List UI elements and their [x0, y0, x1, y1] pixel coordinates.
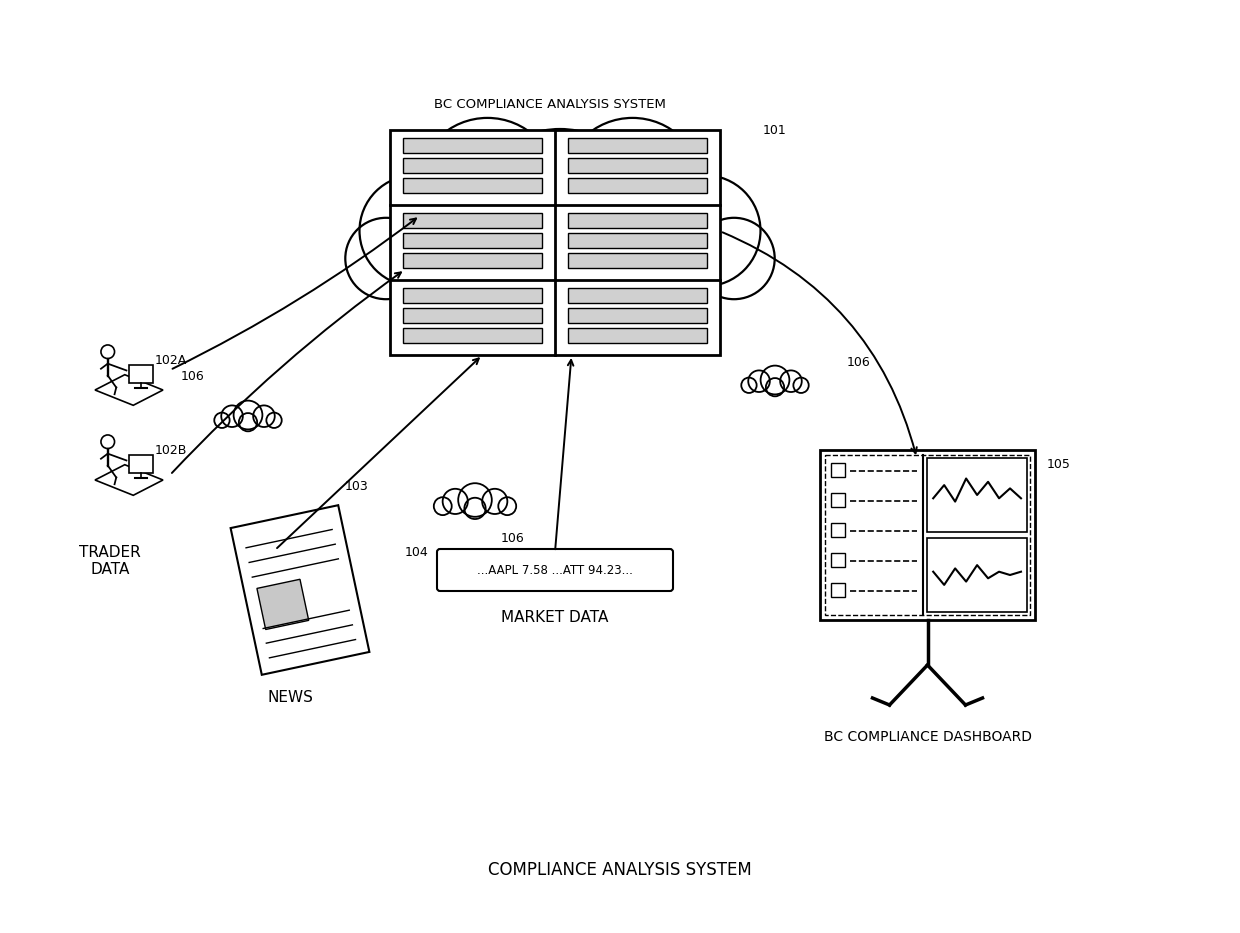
Text: 106: 106: [847, 355, 870, 369]
FancyBboxPatch shape: [568, 137, 707, 153]
Circle shape: [100, 435, 114, 449]
FancyBboxPatch shape: [568, 253, 707, 268]
Text: TRADER
DATA: TRADER DATA: [79, 545, 141, 578]
Circle shape: [693, 217, 775, 299]
Circle shape: [562, 118, 703, 258]
Circle shape: [253, 406, 275, 427]
Polygon shape: [95, 375, 162, 405]
Text: MARKET DATA: MARKET DATA: [501, 610, 609, 625]
FancyBboxPatch shape: [403, 308, 542, 323]
Circle shape: [414, 217, 532, 336]
FancyBboxPatch shape: [403, 232, 542, 248]
Circle shape: [345, 217, 427, 299]
FancyBboxPatch shape: [568, 327, 707, 343]
Circle shape: [650, 175, 760, 286]
FancyBboxPatch shape: [568, 158, 707, 173]
Ellipse shape: [444, 491, 506, 515]
Ellipse shape: [750, 372, 800, 393]
FancyBboxPatch shape: [391, 130, 720, 355]
FancyBboxPatch shape: [231, 505, 370, 675]
Circle shape: [471, 129, 649, 307]
Text: 103: 103: [345, 480, 368, 494]
FancyBboxPatch shape: [831, 583, 844, 597]
Text: 102A: 102A: [155, 354, 187, 367]
FancyBboxPatch shape: [568, 177, 707, 193]
Circle shape: [588, 217, 707, 336]
Circle shape: [434, 497, 451, 515]
FancyBboxPatch shape: [403, 158, 542, 173]
Circle shape: [239, 413, 257, 431]
Text: 104: 104: [404, 546, 428, 559]
Text: 106: 106: [181, 370, 205, 383]
Circle shape: [417, 118, 558, 258]
Text: 106: 106: [501, 532, 525, 545]
FancyBboxPatch shape: [403, 137, 542, 153]
FancyBboxPatch shape: [568, 308, 707, 323]
Text: 105: 105: [1047, 458, 1071, 471]
FancyBboxPatch shape: [403, 177, 542, 193]
Circle shape: [780, 370, 802, 392]
Circle shape: [267, 412, 281, 428]
Circle shape: [760, 366, 790, 395]
Circle shape: [464, 498, 486, 519]
Circle shape: [498, 497, 516, 515]
Circle shape: [360, 175, 470, 286]
Circle shape: [766, 378, 784, 397]
FancyBboxPatch shape: [436, 549, 673, 591]
Circle shape: [215, 412, 229, 428]
FancyBboxPatch shape: [831, 553, 844, 567]
FancyBboxPatch shape: [403, 213, 542, 228]
Circle shape: [794, 378, 808, 393]
Text: ...AAPL 7.58 ...ATT 94.23...: ...AAPL 7.58 ...ATT 94.23...: [477, 564, 632, 577]
Circle shape: [505, 225, 615, 336]
FancyBboxPatch shape: [831, 523, 844, 537]
FancyBboxPatch shape: [403, 327, 542, 343]
Ellipse shape: [357, 147, 763, 332]
Circle shape: [443, 489, 467, 514]
FancyBboxPatch shape: [129, 454, 153, 473]
Polygon shape: [95, 465, 162, 495]
Circle shape: [742, 378, 756, 393]
Circle shape: [748, 370, 770, 392]
Text: 102B: 102B: [155, 443, 187, 456]
Circle shape: [100, 345, 114, 358]
FancyBboxPatch shape: [568, 213, 707, 228]
FancyBboxPatch shape: [568, 232, 707, 248]
FancyBboxPatch shape: [568, 287, 707, 303]
Text: COMPLIANCE ANALYSIS SYSTEM: COMPLIANCE ANALYSIS SYSTEM: [489, 861, 751, 879]
FancyBboxPatch shape: [820, 450, 1035, 620]
FancyBboxPatch shape: [928, 458, 1027, 532]
Text: 101: 101: [763, 123, 786, 136]
FancyBboxPatch shape: [831, 493, 844, 507]
FancyBboxPatch shape: [257, 579, 309, 630]
Circle shape: [482, 489, 507, 514]
FancyBboxPatch shape: [403, 253, 542, 268]
Circle shape: [233, 400, 263, 429]
Circle shape: [221, 406, 243, 427]
Text: BC COMPLIANCE ANALYSIS SYSTEM: BC COMPLIANCE ANALYSIS SYSTEM: [434, 99, 666, 112]
FancyBboxPatch shape: [403, 287, 542, 303]
FancyBboxPatch shape: [129, 365, 153, 383]
Text: BC COMPLIANCE DASHBOARD: BC COMPLIANCE DASHBOARD: [823, 730, 1032, 744]
Circle shape: [459, 483, 492, 517]
FancyBboxPatch shape: [831, 463, 844, 477]
Ellipse shape: [223, 407, 273, 427]
Text: NEWS: NEWS: [267, 690, 312, 705]
FancyBboxPatch shape: [928, 538, 1027, 612]
FancyBboxPatch shape: [825, 455, 1030, 615]
